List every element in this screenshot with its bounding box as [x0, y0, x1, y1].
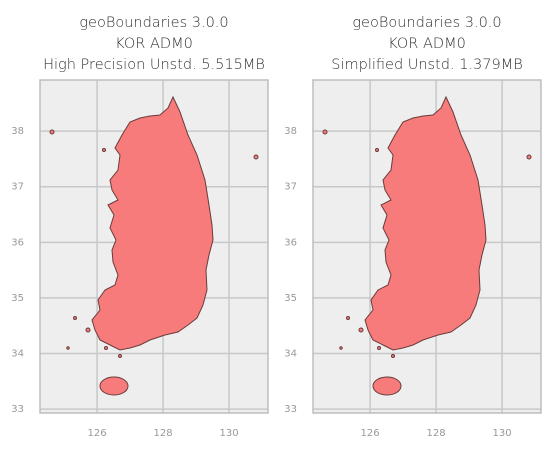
x-tick-label: 130 — [493, 428, 512, 439]
y-tick-label: 38 — [284, 126, 297, 137]
plot-border — [39, 79, 269, 414]
x-tick-label: 126 — [88, 428, 107, 439]
title-line: KOR ADM0 — [388, 36, 466, 52]
title-line: KOR ADM0 — [115, 36, 193, 52]
y-tick-label: 36 — [11, 237, 24, 248]
map-panel: geoBoundaries 3.0.0 KOR ADM0 Simplified Un… — [284, 15, 542, 439]
y-tick-label: 37 — [11, 182, 24, 193]
y-tick-label: 38 — [11, 126, 24, 137]
title-line: geoBoundaries 3.0.0 — [79, 15, 228, 31]
map-panel: geoBoundaries 3.0.0 KOR ADM0 High Precisio… — [11, 15, 269, 439]
y-tick-label: 34 — [284, 349, 297, 360]
plot-border — [312, 79, 542, 414]
x-tick-label: 126 — [361, 428, 380, 439]
y-tick-label: 35 — [284, 293, 297, 304]
y-tick-label: 37 — [284, 182, 297, 193]
title-line: Simplified Unstd. 1.379MB — [331, 57, 522, 73]
y-tick-label: 33 — [11, 404, 24, 415]
y-tick-label: 35 — [11, 293, 24, 304]
y-tick-label: 34 — [11, 349, 24, 360]
x-tick-label: 128 — [154, 428, 173, 439]
title-line: geoBoundaries 3.0.0 — [352, 15, 501, 31]
title-line: High Precision Unstd. 5.515MB — [43, 57, 265, 73]
y-tick-label: 33 — [284, 404, 297, 415]
x-tick-label: 128 — [427, 428, 446, 439]
x-tick-label: 130 — [220, 428, 239, 439]
y-tick-label: 36 — [284, 237, 297, 248]
